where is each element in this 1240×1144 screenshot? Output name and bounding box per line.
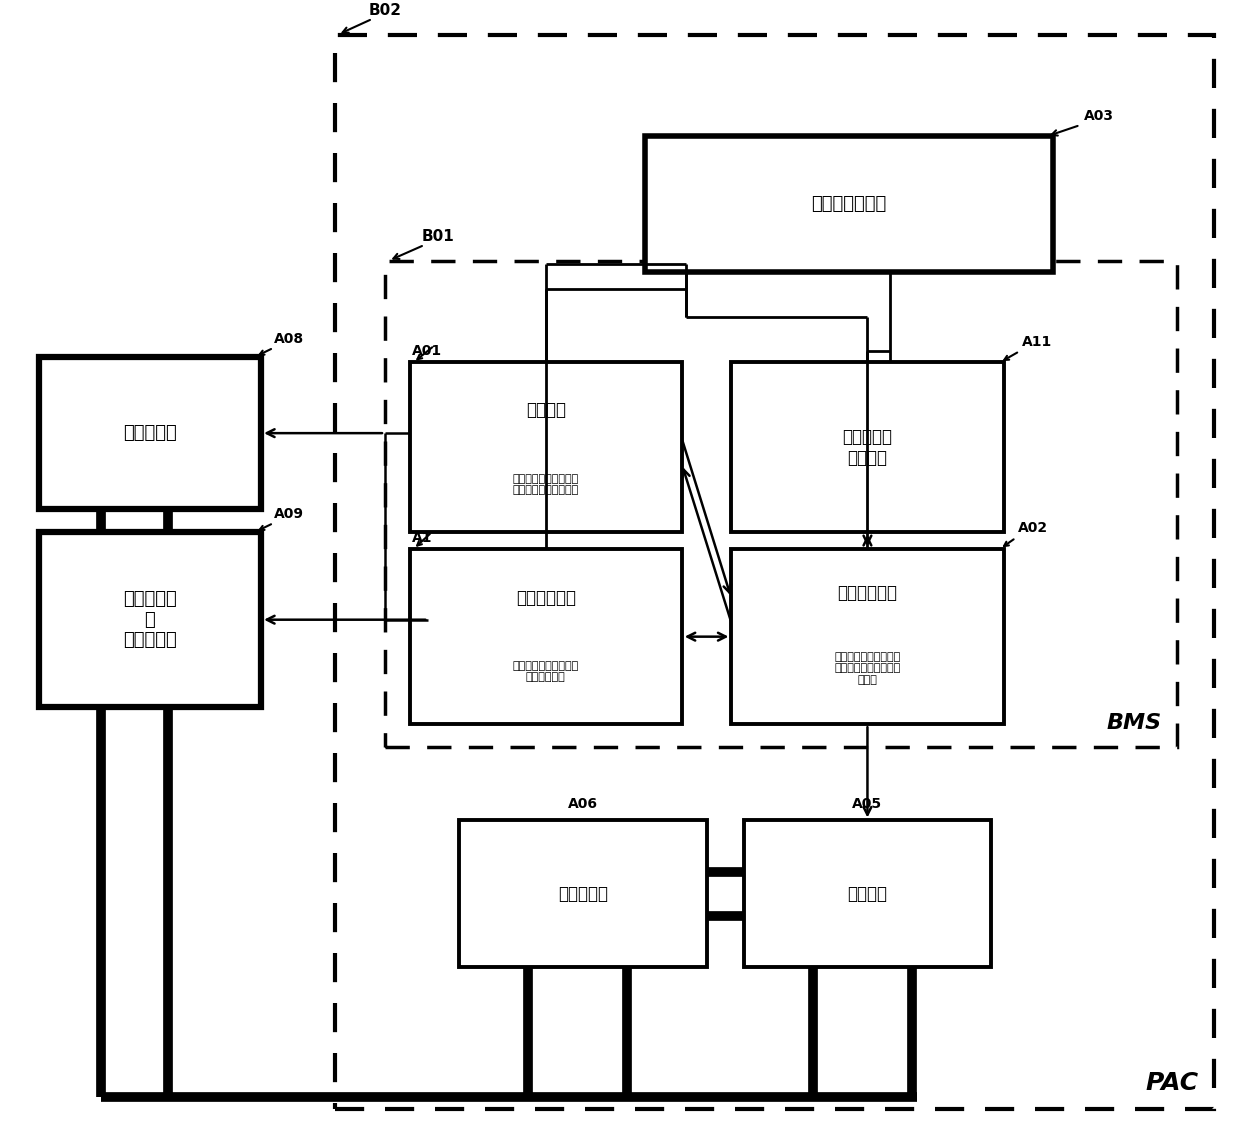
Text: 电池组单元: 电池组单元 bbox=[558, 884, 608, 903]
Bar bbox=[744, 820, 991, 968]
Text: PAC: PAC bbox=[1146, 1071, 1199, 1095]
Text: 低功耗供电单元: 低功耗供电单元 bbox=[811, 196, 887, 213]
Text: 开关单元: 开关单元 bbox=[847, 884, 888, 903]
Bar bbox=[384, 261, 1177, 747]
Bar bbox=[38, 532, 262, 707]
Text: 中心处理单元: 中心处理单元 bbox=[837, 583, 898, 602]
Text: （包含温度检测处理、
电流检测、数据通信等
功能）: （包含温度检测处理、 电流检测、数据通信等 功能） bbox=[835, 652, 900, 685]
Text: B02: B02 bbox=[368, 2, 402, 17]
Bar bbox=[409, 363, 682, 532]
Text: 电量转换单元: 电量转换单元 bbox=[516, 589, 575, 607]
Text: A05: A05 bbox=[852, 797, 883, 811]
Text: 采集装置: 采集装置 bbox=[526, 400, 565, 419]
Text: 启动及电量
显示单元: 启动及电量 显示单元 bbox=[842, 428, 893, 467]
Text: A06: A06 bbox=[568, 797, 598, 811]
Bar bbox=[409, 549, 682, 724]
Bar bbox=[732, 363, 1003, 532]
Text: A08: A08 bbox=[274, 332, 304, 345]
Text: A01: A01 bbox=[412, 344, 443, 358]
Text: B01: B01 bbox=[422, 229, 455, 244]
Text: （包含锂电池电量转换
为铅酸电量）: （包含锂电池电量转换 为铅酸电量） bbox=[512, 661, 579, 683]
Text: BMS: BMS bbox=[1107, 714, 1162, 733]
Text: A03: A03 bbox=[1084, 109, 1114, 122]
Text: （包含温度检测、电流
电压检测、绝缘监测）: （包含温度检测、电流 电压检测、绝缘监测） bbox=[512, 474, 579, 495]
Text: A11: A11 bbox=[1022, 335, 1053, 349]
Bar bbox=[38, 357, 262, 509]
Text: A09: A09 bbox=[274, 507, 304, 521]
Bar bbox=[336, 34, 1214, 1109]
Bar bbox=[732, 549, 1003, 724]
Bar bbox=[645, 136, 1053, 272]
Text: 充电机设备: 充电机设备 bbox=[123, 424, 177, 442]
Bar bbox=[459, 820, 707, 968]
Text: 车辆控制单
元
及显示单元: 车辆控制单 元 及显示单元 bbox=[123, 590, 177, 650]
Text: A02: A02 bbox=[1018, 522, 1049, 535]
Text: A1: A1 bbox=[412, 531, 433, 545]
